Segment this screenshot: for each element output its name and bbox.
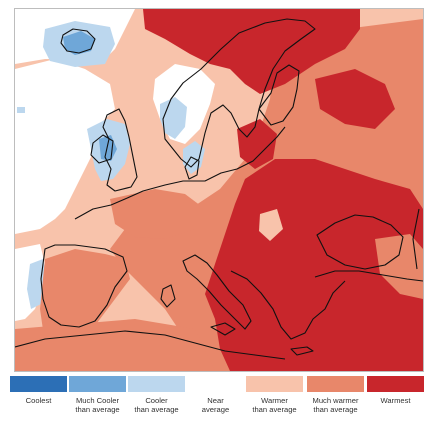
legend-item-warmer: Warmer than average <box>246 376 303 414</box>
region-much-warmer-central-europe <box>110 189 205 239</box>
legend-swatch-coolest <box>10 376 67 392</box>
region-warmest-north <box>143 9 360 94</box>
coast-finland <box>258 64 300 126</box>
temperature-anomaly-map <box>14 8 424 372</box>
coast-sicily <box>210 322 236 336</box>
legend-item-cooler: Cooler than average <box>128 376 185 414</box>
legend-swatch-warmest <box>367 376 424 392</box>
legend-item-much-cooler: Much Cooler than average <box>69 376 126 414</box>
coast-turkey <box>314 270 423 282</box>
legend-swatch-much-warmer <box>307 376 364 392</box>
region-much-warmer-north-africa <box>15 319 215 371</box>
legend-label-much-warmer: Much warmer than average <box>312 396 359 414</box>
region-much-cooler-iceland <box>63 31 95 55</box>
coast-crete <box>290 346 314 356</box>
region-warmest-russia <box>315 69 395 129</box>
coast-iberia <box>40 244 128 328</box>
legend-swatch-warmer <box>246 376 303 392</box>
coast-continent-north <box>74 126 286 220</box>
legend-swatch-cooler <box>128 376 185 392</box>
coast-ireland <box>90 134 114 164</box>
legend-label-warmer: Warmer than average <box>252 396 297 414</box>
coast-iceland <box>60 28 96 54</box>
region-cooler-sweden <box>183 141 205 174</box>
legend-label-warmest: Warmest <box>380 396 411 405</box>
legend-label-cooler: Cooler than average <box>134 396 179 414</box>
region-warmest-baltic <box>237 119 277 169</box>
region-warmest-southeast <box>205 159 423 371</box>
region-warmer-patch-east <box>375 234 423 299</box>
legend-swatch-near <box>187 376 244 392</box>
region-cooler-dot <box>17 107 25 113</box>
legend-item-coolest: Coolest <box>10 376 67 405</box>
coast-balkans <box>230 270 346 340</box>
legend-label-coolest: Coolest <box>25 396 52 405</box>
europe-map-svg <box>15 9 423 371</box>
legend-item-near: Near average <box>187 376 244 414</box>
region-much-warmer-iberia <box>40 249 130 349</box>
coast-caspian <box>412 208 420 270</box>
coast-scandinavia <box>162 18 316 168</box>
legend: Coolest Much Cooler than average Cooler … <box>10 376 426 424</box>
legend-label-much-cooler: Much Cooler than average <box>75 396 120 414</box>
region-cooler-norway <box>160 97 187 139</box>
legend-item-much-warmer: Much warmer than average <box>307 376 364 414</box>
legend-label-near: Near average <box>201 396 230 414</box>
coast-sardinia <box>160 284 176 308</box>
coast-black-sea <box>316 214 404 270</box>
coastlines <box>15 18 423 360</box>
legend-item-warmest: Warmest <box>367 376 424 405</box>
legend-swatch-much-cooler <box>69 376 126 392</box>
coast-uk <box>102 108 138 192</box>
coast-italy <box>182 254 252 330</box>
region-near-average-atlantic <box>15 59 115 234</box>
coast-north-africa <box>15 330 286 360</box>
region-warmer-patch-central <box>259 209 283 241</box>
coast-denmark <box>184 156 200 180</box>
